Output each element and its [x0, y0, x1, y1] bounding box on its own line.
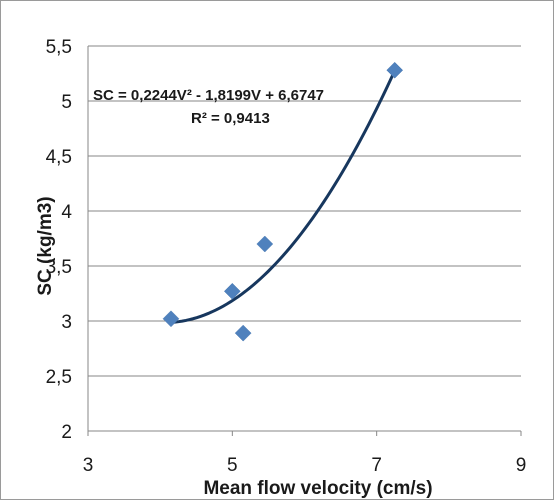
y-tick-label: 5 — [61, 92, 72, 113]
y-tick-label: 3 — [61, 312, 72, 333]
trendline — [170, 70, 397, 324]
y-tick-labels: 2 2,5 3 3,5 4 4,5 5 5,5 — [46, 37, 73, 443]
x-tick-label: 5 — [227, 455, 238, 476]
data-points — [162, 61, 404, 342]
gridlines — [88, 45, 521, 377]
y-tick-label: 5,5 — [46, 37, 72, 58]
y-axis-title: SC (kg/m3) — [35, 196, 56, 295]
x-tick-label: 7 — [371, 455, 382, 476]
y-tick-label: 4,5 — [46, 147, 72, 168]
x-tick-label: 3 — [83, 455, 94, 476]
axes — [87, 46, 522, 436]
y-tick-label: 4 — [61, 202, 72, 223]
x-tick-label: 9 — [516, 455, 527, 476]
y-tick-label: 2,5 — [46, 367, 72, 388]
data-point — [256, 235, 274, 253]
x-axis-title: Mean flow velocity (cm/s) — [203, 478, 432, 499]
y-tick-label: 2 — [61, 422, 72, 443]
r-squared-label: R² = 0,9413 — [191, 110, 270, 127]
y-tick-label: 3,5 — [46, 257, 72, 278]
data-point — [162, 310, 180, 328]
data-point — [223, 282, 241, 300]
trendline-equation: SC = 0,2244V² - 1,8199V + 6,6747 — [93, 87, 324, 104]
x-tick-labels: 3 5 7 9 — [83, 455, 527, 476]
data-point — [386, 61, 404, 79]
data-point — [234, 324, 252, 342]
